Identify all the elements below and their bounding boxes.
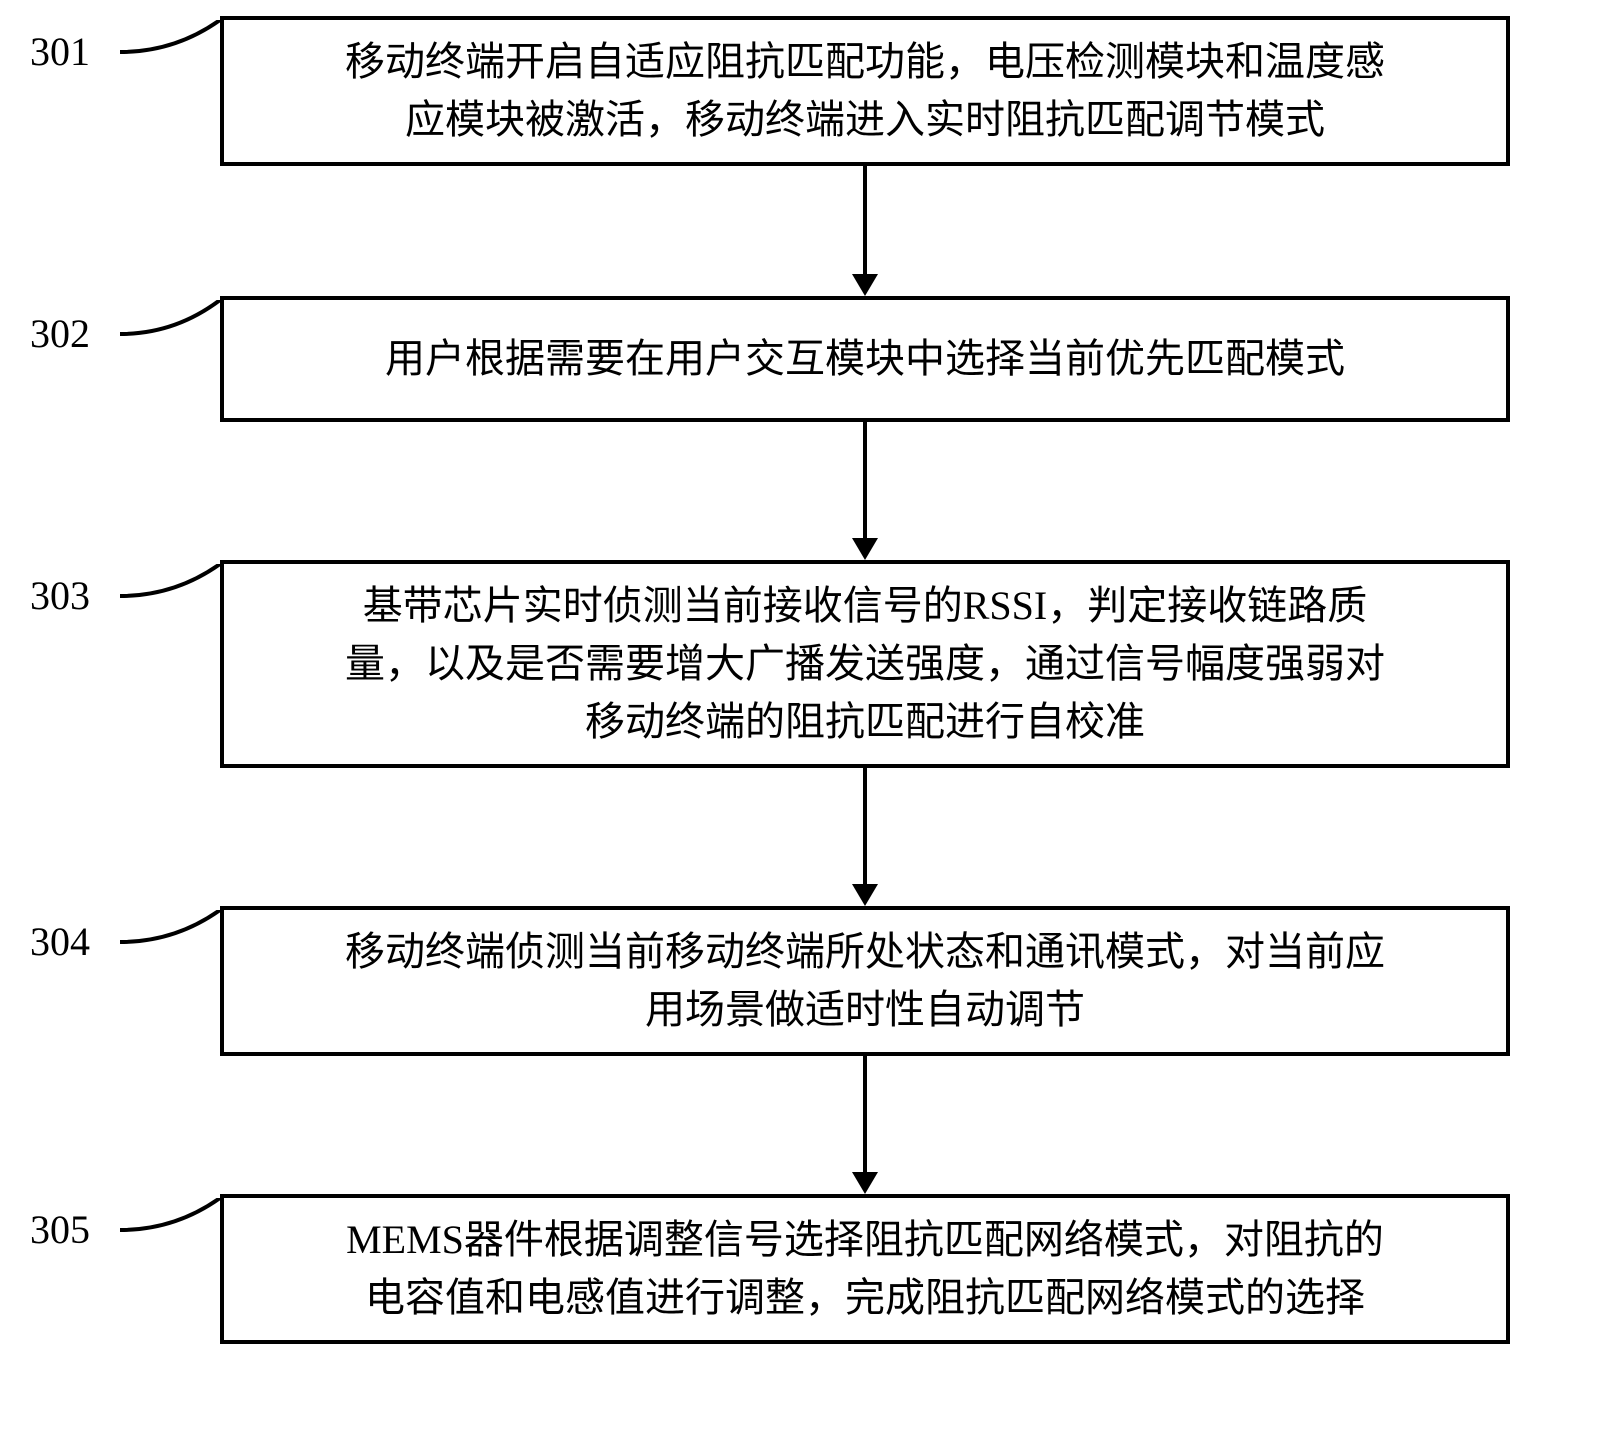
step-box-303: 基带芯片实时侦测当前接收信号的RSSI，判定接收链路质 量，以及是否需要增大广播… — [220, 560, 1510, 768]
step-text-303: 基带芯片实时侦测当前接收信号的RSSI，判定接收链路质 量，以及是否需要增大广播… — [345, 577, 1385, 751]
step-text-305: MEMS器件根据调整信号选择阻抗匹配网络模式，对阻抗的 电容值和电感值进行调整，… — [346, 1211, 1384, 1327]
step-label-302: 302 — [30, 310, 90, 357]
step-label-304: 304 — [30, 918, 90, 965]
step-text-304: 移动终端侦测当前移动终端所处状态和通讯模式，对当前应 用场景做适时性自动调节 — [345, 923, 1385, 1039]
step-box-304: 移动终端侦测当前移动终端所处状态和通讯模式，对当前应 用场景做适时性自动调节 — [220, 906, 1510, 1056]
step-label-305: 305 — [30, 1206, 90, 1253]
step-text-302: 用户根据需要在用户交互模块中选择当前优先匹配模式 — [385, 330, 1345, 388]
step-box-302: 用户根据需要在用户交互模块中选择当前优先匹配模式 — [220, 296, 1510, 422]
step-box-301: 移动终端开启自适应阻抗匹配功能，电压检测模块和温度感 应模块被激活，移动终端进入… — [220, 16, 1510, 166]
step-text-301: 移动终端开启自适应阻抗匹配功能，电压检测模块和温度感 应模块被激活，移动终端进入… — [345, 33, 1385, 149]
step-label-303: 303 — [30, 572, 90, 619]
step-box-305: MEMS器件根据调整信号选择阻抗匹配网络模式，对阻抗的 电容值和电感值进行调整，… — [220, 1194, 1510, 1344]
step-label-301: 301 — [30, 28, 90, 75]
